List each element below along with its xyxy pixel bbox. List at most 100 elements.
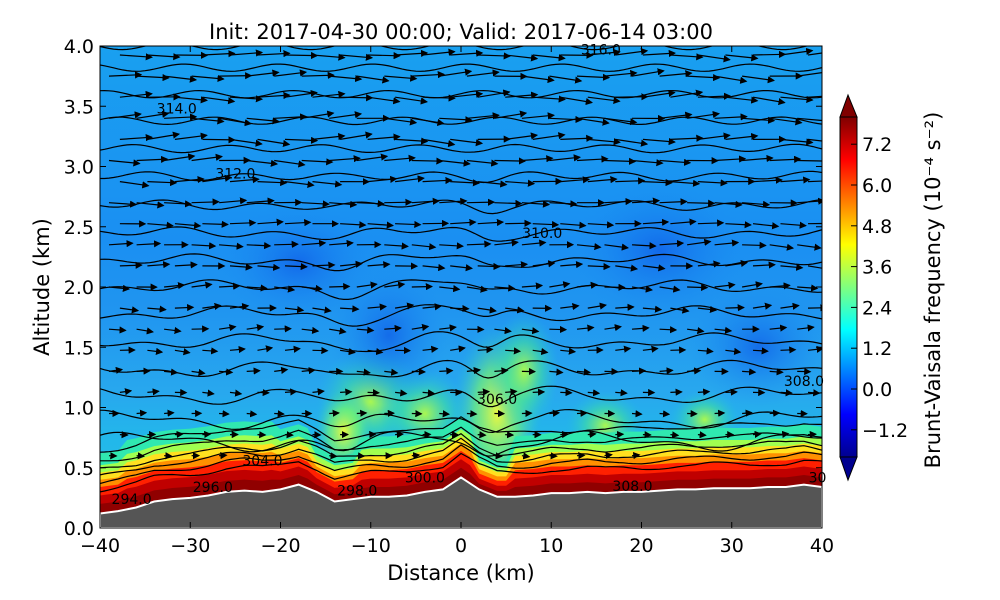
wind-arrow (367, 175, 398, 183)
wind-arrow (312, 180, 343, 188)
wind-arrow (604, 69, 638, 78)
wind-arrow (356, 200, 385, 208)
wind-arrow (329, 327, 347, 335)
wind-arrow (797, 72, 822, 77)
wind-arrow (532, 260, 556, 268)
wind-arrow (466, 69, 500, 77)
wind-arrow (384, 324, 402, 333)
wind-arrow (136, 201, 165, 209)
wind-arrow (725, 54, 759, 62)
wind-arrow (174, 348, 191, 356)
theta-contour (100, 426, 822, 462)
wind-arrow (466, 198, 496, 206)
wind-arrow (505, 54, 539, 62)
wind-arrow (450, 304, 470, 313)
wind-arrow (147, 131, 181, 140)
y-tick-label: 1.5 (64, 337, 94, 359)
wind-arrow (246, 117, 280, 125)
colorbar-tick-label: 3.6 (862, 257, 892, 279)
wind-arrow (560, 261, 584, 269)
wind-arrow (642, 345, 659, 353)
wind-arrow (422, 176, 453, 185)
wind-arrow (780, 95, 814, 104)
wind-arrow (284, 345, 301, 353)
wind-arrow (576, 281, 598, 289)
wind-arrow (411, 117, 445, 126)
wind-arrow (466, 410, 478, 418)
wind-arrow (560, 134, 594, 142)
wind-arrow (384, 154, 416, 162)
wind-arrow (615, 138, 649, 147)
colorbar-label: Brunt-Vaisala frequency (10⁻⁴ s⁻²) (921, 112, 945, 469)
stable-layer-band (100, 443, 822, 514)
wind-arrow (659, 285, 681, 293)
wind-arrow (108, 111, 142, 119)
wind-arrow (395, 302, 415, 310)
field-blob (688, 287, 822, 408)
wind-arrow (411, 71, 445, 79)
theta-contour (100, 444, 822, 485)
wind-arrow (631, 367, 647, 375)
wind-arrow (549, 452, 558, 460)
wind-arrow (136, 452, 145, 460)
contour-label: 316.0 (581, 43, 621, 59)
y-tick-label: 0.0 (64, 518, 94, 540)
wind-arrow (202, 96, 236, 105)
y-axis: 0.0 0.5 1.0 1.5 2.0 2.5 3.0 3.5 4.0 (64, 36, 822, 540)
wind-arrow (202, 430, 212, 439)
wind-arrow (257, 91, 291, 100)
wind-arrow (136, 327, 154, 335)
wind-arrow (560, 176, 591, 184)
wind-arrow (356, 326, 375, 334)
wind-arrow (340, 388, 353, 396)
wind-arrow (229, 95, 264, 103)
y-tick-label: 0.5 (64, 458, 94, 480)
colorbar-tick-label: 2.4 (862, 297, 892, 319)
wind-arrow (532, 388, 546, 396)
wind-arrow (714, 409, 726, 417)
wind-arrow (752, 302, 773, 310)
wind-arrow (439, 324, 457, 332)
wind-arrow (108, 159, 141, 167)
wind-arrow (219, 72, 253, 80)
x-tick-label: −40 (80, 535, 120, 557)
wind-arrow (797, 324, 815, 332)
wind-arrow (642, 218, 670, 226)
contour-label: 304.0 (242, 454, 282, 470)
wind-arrow (466, 367, 481, 375)
wind-arrow (549, 115, 583, 124)
wind-arrow (697, 132, 731, 140)
colorbar: 7.2 6.0 4.8 3.6 2.4 1.2 0.0 −1.2 Brunt-Vaisala … (839, 93, 945, 482)
wind-arrow (687, 327, 705, 335)
wind-arrow (384, 74, 418, 82)
colorbar-tick-label: 1.2 (862, 338, 892, 360)
wind-arrow (807, 52, 822, 56)
wind-arrow (229, 138, 263, 147)
wind-arrow (769, 243, 795, 251)
wind-arrow (246, 410, 258, 418)
theta-contour (100, 63, 822, 72)
wind-arrow (532, 54, 566, 62)
theta-contour (100, 430, 822, 457)
chart-title: Init: 2017-04-30 00:00; Valid: 2017-06-1… (209, 20, 713, 44)
wind-arrow (202, 220, 229, 228)
wind-arrow (257, 218, 284, 226)
wind-arrow (697, 179, 728, 187)
wind-arrow (284, 219, 312, 227)
wind-arrow (147, 305, 167, 313)
wind-arrow (725, 304, 745, 312)
wind-arrow (587, 389, 601, 397)
wind-arrow (742, 241, 767, 249)
wind-arrow (164, 368, 179, 376)
wind-arrow (587, 302, 607, 310)
wind-arrow (521, 75, 555, 84)
colorbar-tick-label: 6.0 (862, 175, 892, 197)
wind-arrow (395, 430, 404, 439)
wind-arrow (411, 243, 437, 251)
wind-arrow (284, 388, 298, 396)
wind-arrow (229, 49, 264, 57)
wind-arrow (466, 240, 492, 248)
wind-arrow (587, 262, 611, 271)
contour-label: 306.0 (477, 392, 517, 408)
wind-arrow (631, 410, 643, 418)
